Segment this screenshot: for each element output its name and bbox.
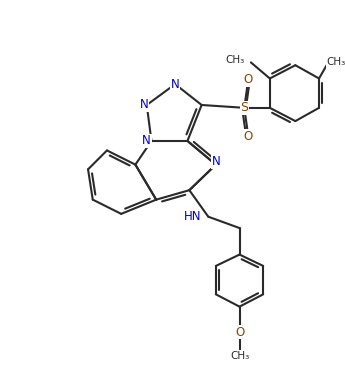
Text: O: O xyxy=(244,130,253,143)
Text: HN: HN xyxy=(184,210,201,223)
Text: S: S xyxy=(240,101,248,114)
Text: CH₃: CH₃ xyxy=(230,351,249,361)
Text: O: O xyxy=(235,326,244,339)
Text: N: N xyxy=(211,155,220,168)
Text: N: N xyxy=(142,134,151,147)
Text: N: N xyxy=(139,98,148,111)
Text: CH₃: CH₃ xyxy=(327,57,345,67)
Text: O: O xyxy=(244,73,253,86)
Text: CH₃: CH₃ xyxy=(225,55,244,65)
Text: N: N xyxy=(171,78,179,91)
